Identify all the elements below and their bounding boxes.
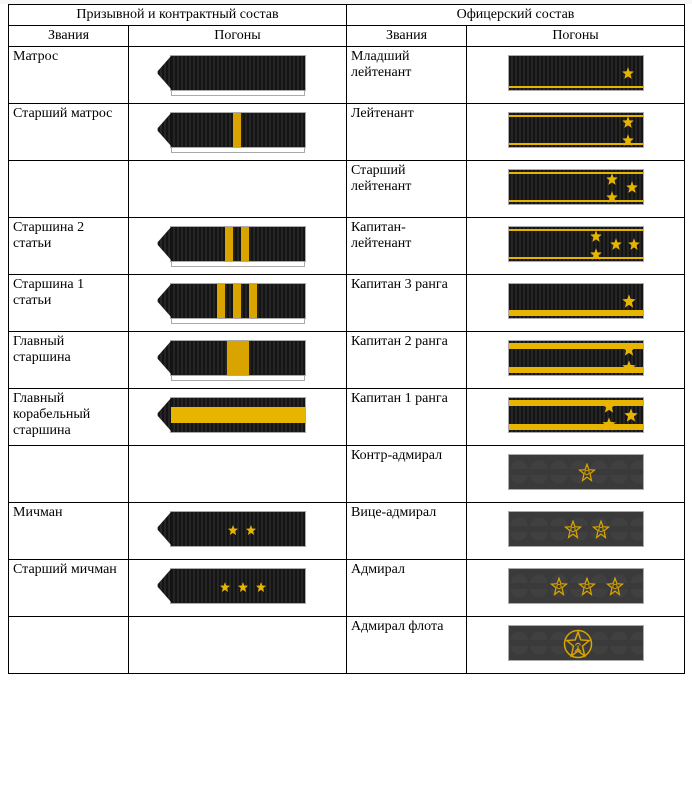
shoulder-strap [170, 226, 306, 262]
table-row: Главный старшина Капитан 2 ранга [9, 332, 685, 389]
shoulder-strap [508, 340, 644, 376]
header-left-group: Призывной и контрактный состав [9, 5, 347, 26]
insignia-cell [129, 446, 347, 503]
insignia-cell [467, 617, 685, 674]
rank-cell: Матрос [9, 47, 129, 104]
table-row: Мичман Вице-адмирал [9, 503, 685, 560]
table-row: Адмирал флота [9, 617, 685, 674]
insignia-cell [467, 275, 685, 332]
shoulder-strap [170, 283, 306, 319]
table-row: Контр-адмирал [9, 446, 685, 503]
shoulder-strap [170, 397, 306, 433]
rank-cell: Адмирал [347, 560, 467, 617]
header-rank-left: Звания [9, 26, 129, 47]
table-row: Старшина 1 статьи Капитан 3 ранга [9, 275, 685, 332]
insignia-cell [467, 503, 685, 560]
table-row: Старшина 2 статьи Капитан-лейтенант [9, 218, 685, 275]
rank-cell: Старший мичман [9, 560, 129, 617]
insignia-cell [129, 47, 347, 104]
insignia-cell [467, 47, 685, 104]
shoulder-strap [170, 112, 306, 148]
table-row: Матрос Младший лейтенант [9, 47, 685, 104]
table-row: Старший лейтенант [9, 161, 685, 218]
rank-cell [9, 446, 129, 503]
table-row: Главный корабельный старшина Капитан 1 ра… [9, 389, 685, 446]
shoulder-strap [508, 112, 644, 148]
insignia-cell [467, 560, 685, 617]
header-rank-right: Звания [347, 26, 467, 47]
insignia-cell [467, 389, 685, 446]
rank-cell: Младший лейтенант [347, 47, 467, 104]
insignia-cell [129, 218, 347, 275]
rank-cell [9, 617, 129, 674]
header-insignia-right: Погоны [467, 26, 685, 47]
shoulder-strap [508, 226, 644, 262]
rank-cell: Капитан 2 ранга [347, 332, 467, 389]
insignia-cell [129, 389, 347, 446]
insignia-cell [129, 503, 347, 560]
rank-cell: Вице-адмирал [347, 503, 467, 560]
rank-cell: Старшина 1 статьи [9, 275, 129, 332]
shoulder-strap [170, 511, 306, 547]
insignia-cell [467, 161, 685, 218]
rank-cell: Капитан-лейтенант [347, 218, 467, 275]
rank-cell: Мичман [9, 503, 129, 560]
insignia-cell [129, 104, 347, 161]
shoulder-strap [170, 340, 306, 376]
shoulder-strap [170, 55, 306, 91]
rank-cell: Главный корабельный старшина [9, 389, 129, 446]
rank-cell: Старшина 2 статьи [9, 218, 129, 275]
insignia-cell [129, 560, 347, 617]
insignia-cell [467, 446, 685, 503]
shoulder-strap [508, 625, 644, 661]
rank-cell: Контр-адмирал [347, 446, 467, 503]
shoulder-strap [508, 283, 644, 319]
rank-cell: Лейтенант [347, 104, 467, 161]
shoulder-strap [508, 511, 644, 547]
header-insignia-left: Погоны [129, 26, 347, 47]
insignia-cell [467, 104, 685, 161]
shoulder-strap [508, 454, 644, 490]
shoulder-strap [508, 568, 644, 604]
rank-table: Призывной и контрактный состав Офицерски… [8, 4, 685, 674]
rank-cell: Капитан 3 ранга [347, 275, 467, 332]
insignia-cell [129, 275, 347, 332]
insignia-cell [467, 332, 685, 389]
shoulder-strap [508, 397, 644, 433]
rank-cell: Главный старшина [9, 332, 129, 389]
rank-cell: Старший лейтенант [347, 161, 467, 218]
table-row: Старший мичман Адмирал [9, 560, 685, 617]
insignia-cell [129, 161, 347, 218]
rank-cell: Капитан 1 ранга [347, 389, 467, 446]
rank-cell: Адмирал флота [347, 617, 467, 674]
shoulder-strap [170, 568, 306, 604]
rank-cell: Старший матрос [9, 104, 129, 161]
shoulder-strap [508, 55, 644, 91]
insignia-cell [129, 332, 347, 389]
table-row: Старший матрос Лейтенант [9, 104, 685, 161]
shoulder-strap [508, 169, 644, 205]
header-right-group: Офицерский состав [347, 5, 685, 26]
insignia-cell [129, 617, 347, 674]
insignia-cell [467, 218, 685, 275]
rank-cell [9, 161, 129, 218]
